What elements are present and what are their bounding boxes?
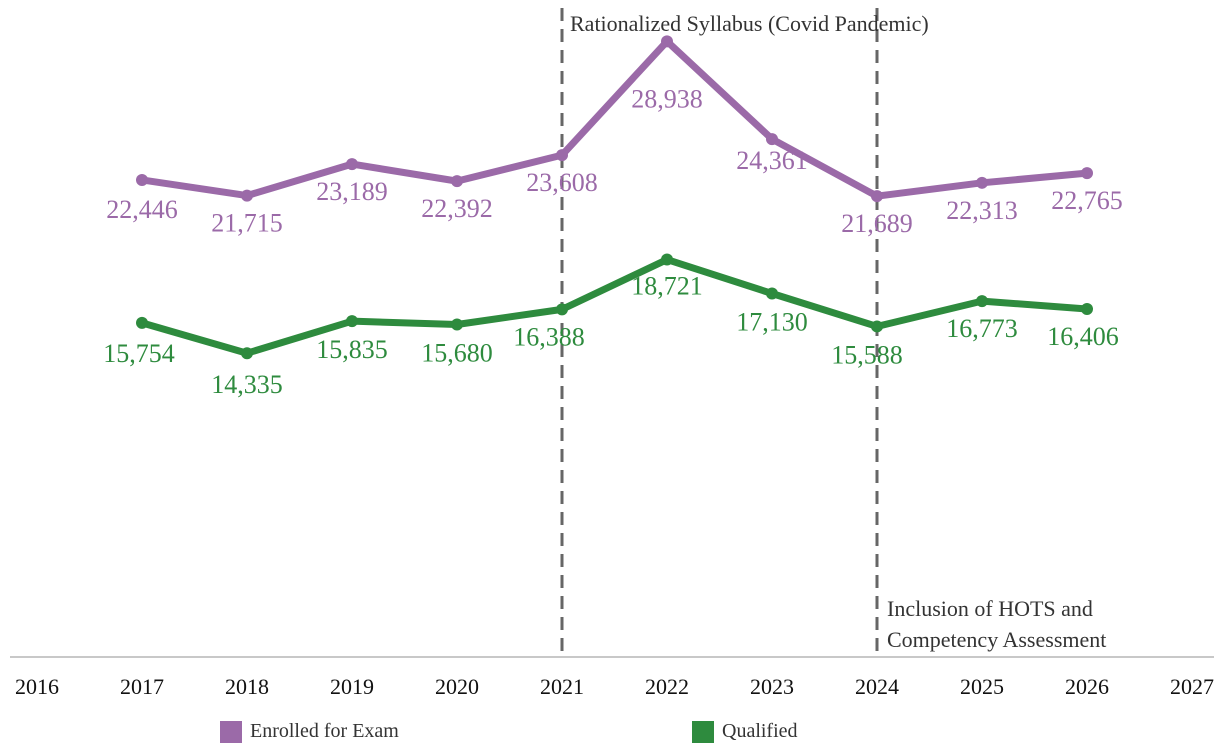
legend-swatch-enrolled: [220, 720, 242, 743]
data-point: [346, 315, 358, 328]
data-label: 15,680: [421, 338, 493, 367]
legend-label-qualified: Qualified: [722, 720, 798, 742]
annotation-hots: Competency Assessment: [887, 627, 1106, 652]
x-tick-label: 2022: [645, 674, 689, 699]
data-point: [871, 320, 883, 333]
data-point: [871, 190, 883, 203]
data-point: [451, 175, 463, 188]
data-label: 22,313: [946, 196, 1018, 225]
data-point: [556, 149, 568, 162]
data-point: [136, 316, 148, 329]
data-label: 18,721: [631, 272, 703, 301]
data-point: [661, 35, 673, 48]
legend-item-enrolled: Enrolled for Exam: [220, 720, 399, 743]
legend-swatch-qualified: [692, 720, 714, 743]
data-point: [1081, 167, 1093, 180]
data-label: 17,130: [736, 308, 808, 337]
data-label: 22,446: [106, 195, 178, 224]
annotation-covid: Rationalized Syllabus (Covid Pandemic): [570, 11, 929, 36]
data-label: 23,608: [526, 168, 598, 197]
data-label: 28,938: [631, 84, 703, 113]
data-point: [766, 133, 778, 146]
x-tick-label: 2026: [1065, 674, 1109, 699]
x-tick-label: 2017: [120, 674, 164, 699]
legend-item-qualified: Qualified: [692, 720, 798, 743]
data-point: [766, 287, 778, 300]
data-point: [136, 173, 148, 186]
data-label: 16,388: [513, 322, 585, 351]
data-label: 22,392: [421, 194, 493, 223]
x-tick-label: 2016: [15, 674, 59, 699]
annotation-hots: Inclusion of HOTS and: [887, 596, 1093, 621]
legend-label-enrolled: Enrolled for Exam: [250, 720, 399, 742]
data-label: 21,715: [211, 209, 283, 238]
data-label: 22,765: [1051, 186, 1123, 215]
data-point: [451, 318, 463, 331]
data-point: [1081, 302, 1093, 315]
data-label: 24,361: [736, 146, 808, 175]
data-point: [976, 295, 988, 308]
data-label: 16,773: [946, 314, 1018, 343]
x-tick-label: 2021: [540, 674, 584, 699]
x-tick-label: 2020: [435, 674, 479, 699]
data-point: [346, 158, 358, 171]
x-tick-label: 2024: [855, 674, 899, 699]
data-label: 23,189: [316, 177, 388, 206]
series-line-enrolled: [138, 37, 1091, 200]
data-label: 15,588: [831, 340, 903, 369]
x-tick-label: 2018: [225, 674, 269, 699]
data-point: [556, 303, 568, 316]
series-line-qualified: [138, 256, 1091, 357]
data-label: 15,835: [316, 335, 388, 364]
data-label: 21,689: [841, 209, 913, 238]
x-tick-label: 2025: [960, 674, 1004, 699]
data-point: [241, 347, 253, 360]
data-point: [661, 253, 673, 266]
data-point: [976, 176, 988, 189]
data-label: 15,754: [103, 339, 175, 368]
x-tick-label: 2027: [1170, 674, 1214, 699]
data-label: 14,335: [211, 370, 283, 399]
x-tick-label: 2019: [330, 674, 374, 699]
data-label: 16,406: [1047, 322, 1119, 351]
x-tick-label: 2023: [750, 674, 794, 699]
data-point: [241, 189, 253, 202]
